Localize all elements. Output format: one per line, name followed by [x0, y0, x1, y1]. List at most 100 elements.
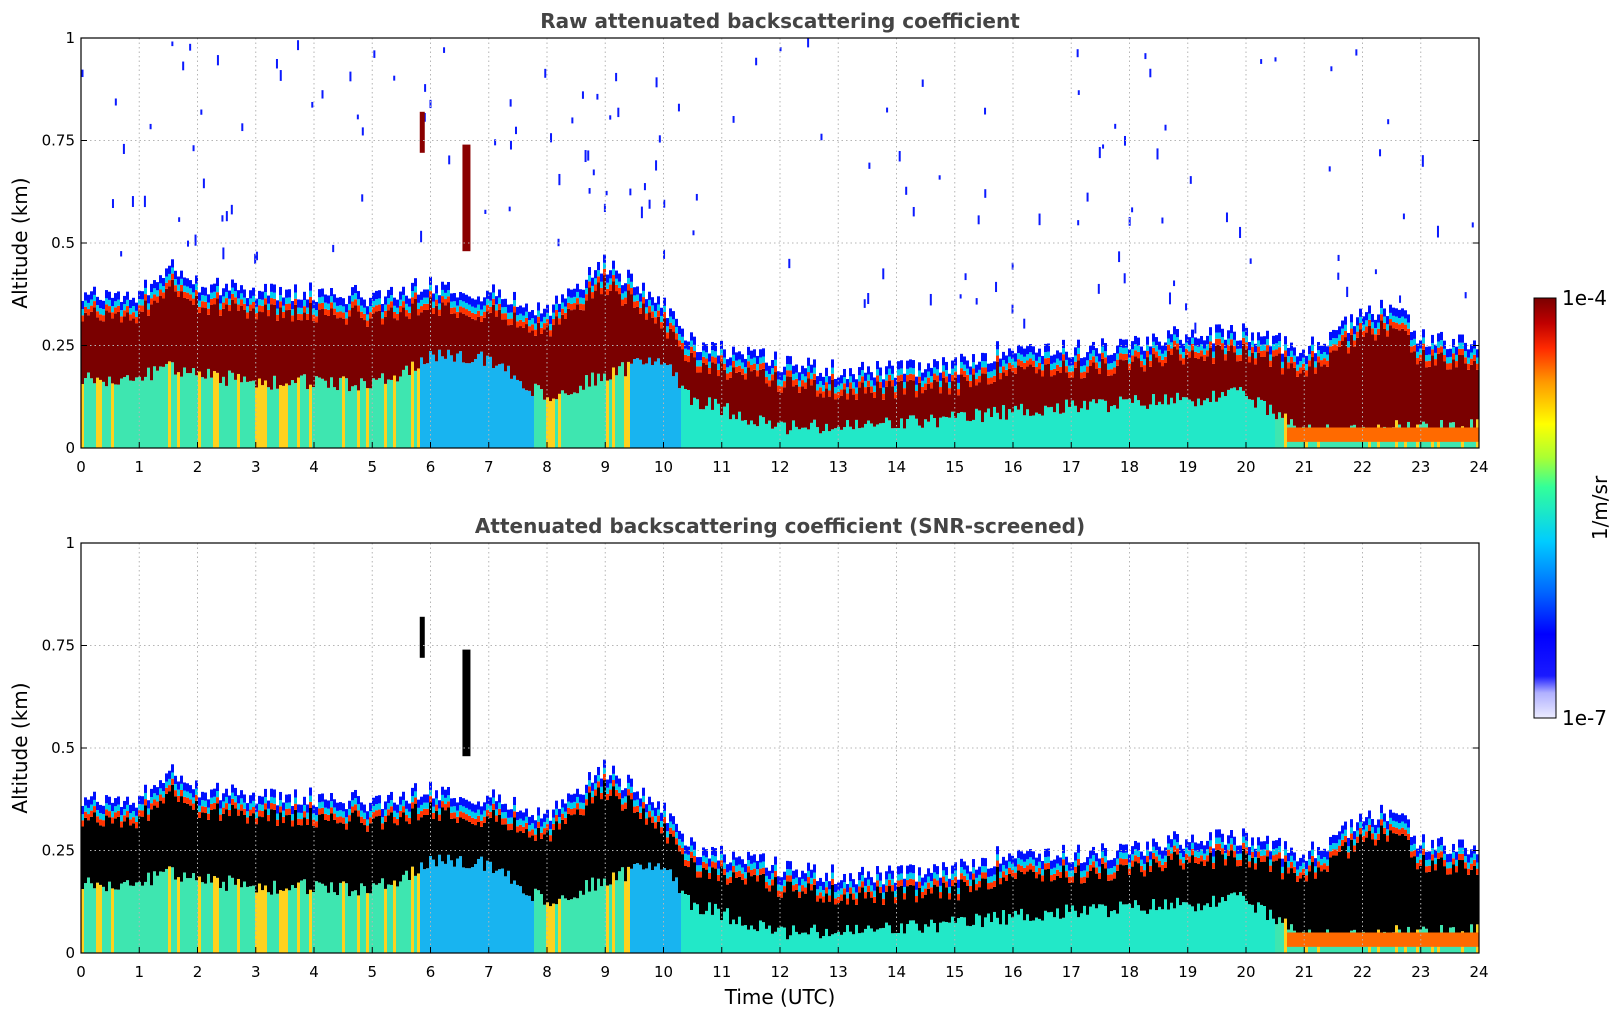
heat-core-cell: [474, 320, 477, 360]
heat-core-cell: [477, 821, 480, 859]
heat-low-cell: [1179, 905, 1182, 953]
heat-low-cell: [114, 889, 117, 953]
noise-speckle: [1330, 66, 1333, 72]
heat-low-cell: [1056, 908, 1059, 953]
heat-fringe-cell: [1329, 845, 1332, 852]
heat-edge-cell: [993, 375, 996, 382]
heat-fringe-cell: [1347, 341, 1350, 348]
heat-fringe-cell: [366, 819, 369, 826]
heat-edge-cell: [528, 326, 531, 333]
heat-fringe-cell: [1431, 343, 1434, 350]
heat-core-cell: [963, 881, 966, 918]
heat-edge-cell: [402, 806, 405, 813]
heat-edge-cell: [777, 385, 780, 392]
heat-top-cell: [357, 796, 360, 805]
heat-edge-cell: [192, 803, 195, 810]
heat-low-cell: [495, 365, 498, 448]
heat-top-cell: [534, 820, 537, 829]
heat-fringe-cell: [336, 305, 339, 313]
heat-fringe-cell: [558, 817, 561, 824]
heat-edge-cell: [1137, 351, 1140, 359]
heat-fringe-cell: [684, 853, 687, 860]
heat-edge-cell: [1257, 346, 1260, 353]
noise-speckle: [1086, 192, 1089, 202]
heat-fringe-cell: [1347, 846, 1350, 853]
heat-top-cell: [450, 798, 453, 807]
heat-edge-cell: [924, 383, 927, 390]
heat-surface-cell: [1383, 932, 1386, 947]
heat-low-cell: [1131, 402, 1134, 448]
heat-edge-cell: [849, 382, 852, 389]
heat-edge-cell: [369, 312, 372, 319]
heat-core-cell: [1167, 350, 1170, 405]
heat-edge-cell: [564, 817, 567, 824]
heat-edge-cell: [378, 809, 381, 816]
heat-core-cell: [1149, 366, 1152, 405]
heat-top-cell: [300, 299, 303, 308]
panel-raw: Raw attenuated backscattering coefficien…: [8, 9, 1489, 476]
heat-low-cell: [177, 877, 180, 953]
heat-core-cell: [1044, 364, 1047, 406]
heat-low-cell: [1170, 397, 1173, 448]
heat-edge-cell: [618, 287, 621, 295]
heat-edge-cell: [381, 823, 384, 830]
heat-top-cell: [327, 295, 330, 304]
heat-top-cell: [966, 865, 969, 874]
heat-top-cell: [504, 803, 507, 812]
heat-fringe-cell: [1287, 356, 1290, 363]
y-tick-label: 1: [65, 29, 75, 47]
heat-fringe-cell: [957, 382, 960, 390]
heat-fringe-cell: [588, 780, 591, 787]
heat-fringe-cell: [1404, 318, 1407, 325]
heat-fringe-cell: [198, 300, 201, 307]
heat-fringe-cell: [645, 307, 648, 314]
heat-edge-cell: [225, 803, 228, 810]
heat-edge-cell: [1089, 359, 1092, 366]
heat-top-cell: [513, 291, 516, 301]
noise-speckle: [171, 41, 174, 47]
heat-fringe-cell: [195, 788, 198, 795]
heat-top-cell: [1116, 345, 1119, 354]
heat-core-cell: [849, 388, 852, 427]
heat-fringe-cell: [201, 800, 204, 807]
heat-fringe-cell: [168, 778, 171, 786]
heat-surface-cell: [1437, 427, 1440, 442]
heat-fringe-cell: [1407, 827, 1410, 834]
heat-fringe-cell: [1275, 343, 1278, 350]
heat-core-cell: [231, 300, 234, 373]
heat-core-cell: [942, 377, 945, 417]
heat-edge-cell: [870, 891, 873, 898]
heat-fringe-cell: [429, 284, 432, 292]
heat-surface-cell: [1389, 932, 1392, 947]
noise-speckle: [1402, 213, 1405, 220]
heat-low-cell: [120, 378, 123, 448]
heat-top-cell: [897, 866, 900, 875]
heat-core-cell: [87, 315, 90, 373]
heat-surface-cell: [1440, 427, 1443, 442]
heat-core-cell: [1152, 354, 1155, 395]
heat-edge-cell: [597, 781, 600, 788]
noise-speckle: [1038, 213, 1041, 226]
heat-edge-cell: [168, 280, 171, 287]
heat-core-cell: [828, 901, 831, 937]
x-tick-label: 6: [426, 458, 436, 476]
heat-edge-cell: [342, 817, 345, 824]
heat-edge-cell: [855, 393, 858, 400]
heat-fringe-cell: [720, 854, 723, 861]
heat-edge-cell: [792, 885, 795, 892]
heat-top-cell: [267, 295, 270, 304]
heat-fringe-cell: [1437, 846, 1440, 853]
heat-edge-cell: [1173, 340, 1176, 347]
heat-core-cell: [1269, 366, 1272, 405]
heat-fringe-cell: [945, 370, 948, 377]
heat-edge-cell: [1044, 863, 1047, 870]
heat-top-cell: [789, 356, 792, 365]
heat-top-cell: [858, 872, 861, 881]
heat-fringe-cell: [1053, 362, 1056, 369]
heat-fringe-cell: [735, 865, 738, 872]
heat-fringe-cell: [288, 802, 291, 809]
heat-top-cell: [1287, 852, 1290, 862]
heat-top-cell: [948, 878, 951, 887]
noise-speckle: [544, 68, 547, 78]
